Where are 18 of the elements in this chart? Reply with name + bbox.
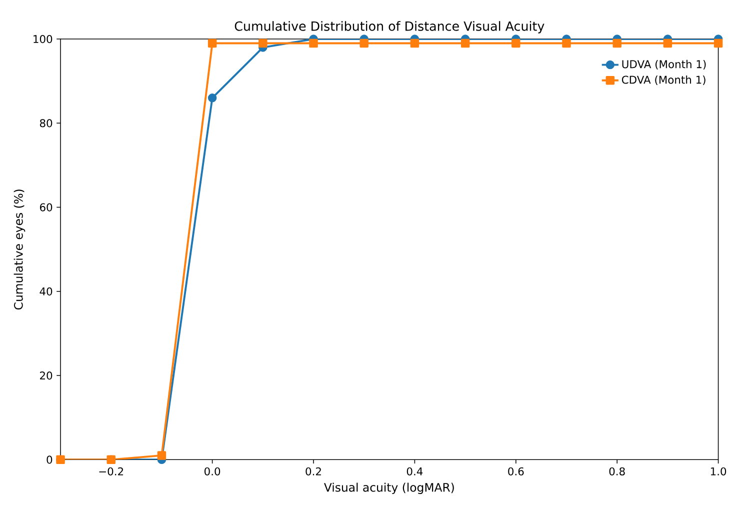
legend-label: CDVA (Month 1) bbox=[622, 75, 706, 85]
x-tick-label: 0.6 bbox=[508, 467, 524, 476]
y-axis-title: Cumulative eyes (%) bbox=[14, 189, 26, 310]
y-tick-label: 40 bbox=[40, 287, 52, 296]
legend-label: UDVA (Month 1) bbox=[622, 60, 706, 70]
x-tick-label: 0.8 bbox=[609, 467, 625, 476]
x-axis-title: Visual acuity (logMAR) bbox=[324, 482, 454, 494]
chart-title: Cumulative Distribution of Distance Visual Acuity bbox=[234, 20, 544, 34]
x-tick-label: 0.2 bbox=[306, 467, 321, 476]
x-tick-label: 0.4 bbox=[406, 467, 423, 476]
y-tick-label: 60 bbox=[40, 203, 52, 212]
x-tick-label: 1.0 bbox=[710, 467, 726, 476]
x-tick-label: 0.0 bbox=[204, 467, 220, 476]
y-tick-label: 0 bbox=[46, 455, 52, 464]
y-tick-label: 100 bbox=[34, 34, 52, 43]
y-tick-label: 80 bbox=[40, 118, 52, 127]
x-tick-label: −0.2 bbox=[99, 467, 124, 476]
y-tick-label: 20 bbox=[40, 371, 52, 380]
